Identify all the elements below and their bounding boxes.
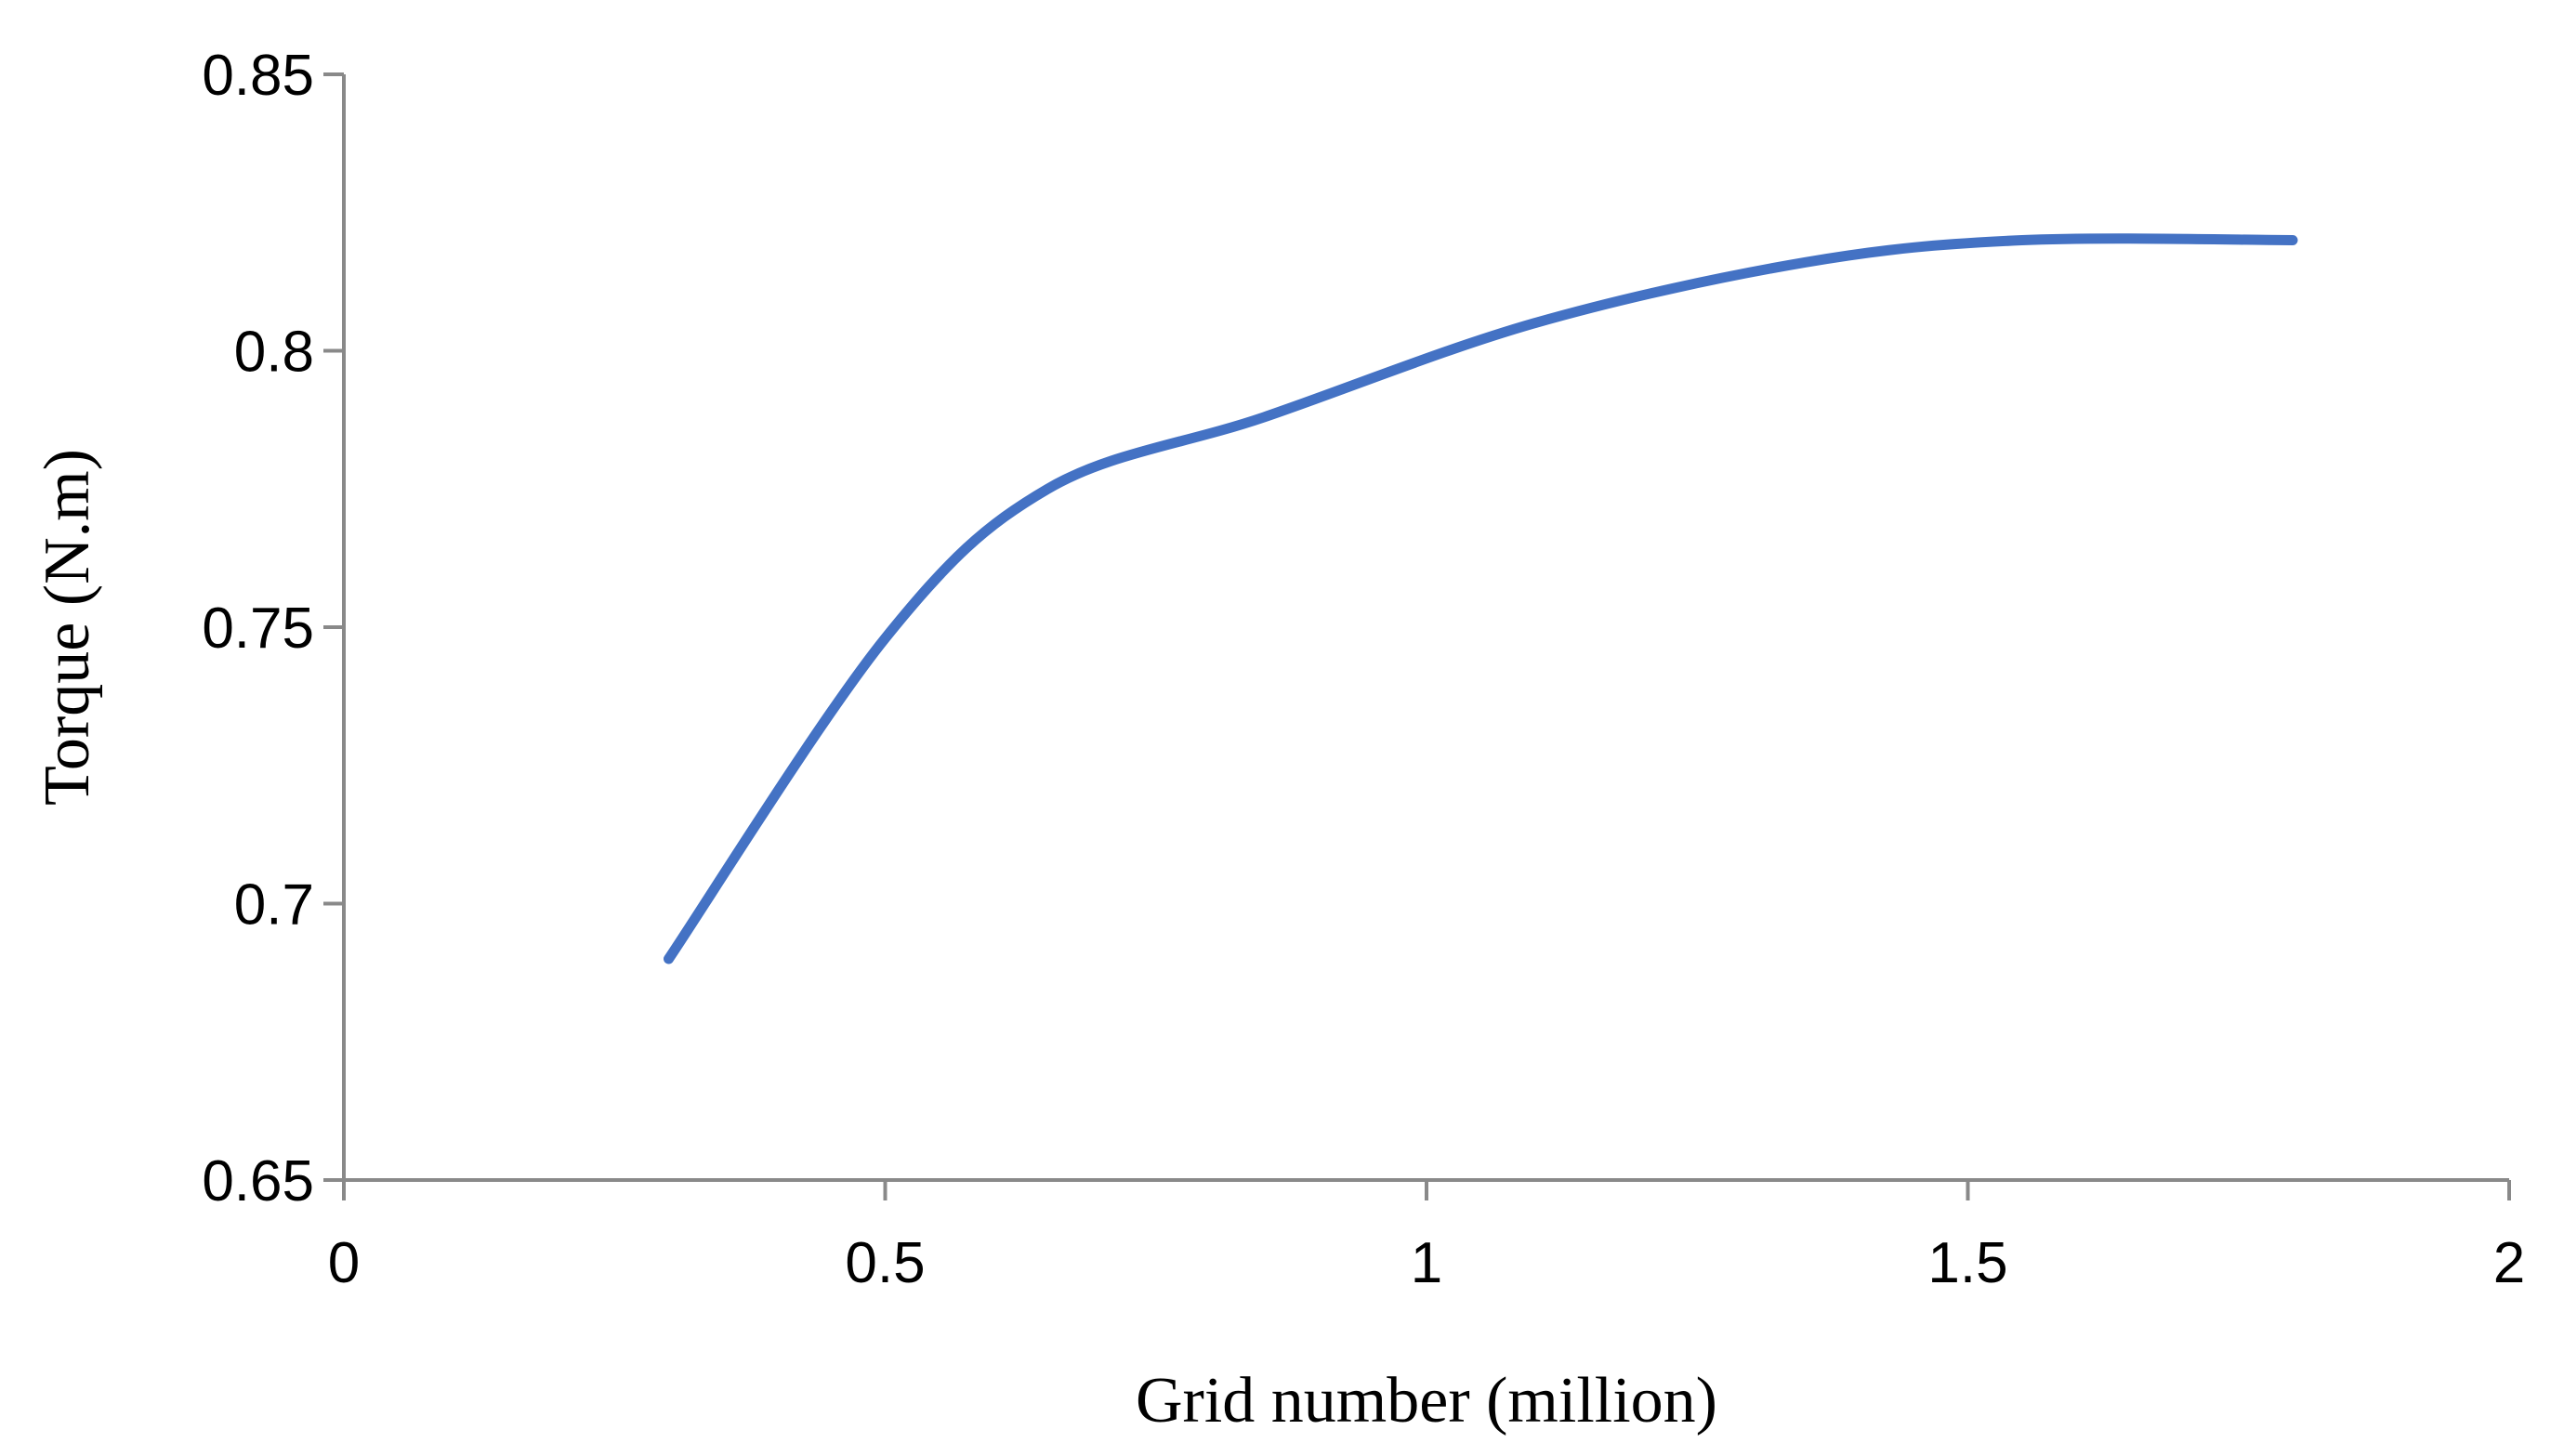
- x-tick-label: 0: [328, 1231, 360, 1295]
- y-tick-label: 0.65: [202, 1149, 314, 1213]
- y-tick-label: 0.7: [234, 873, 314, 938]
- series-line: [664, 233, 2298, 964]
- x-tick-label: 1.5: [1927, 1231, 2007, 1295]
- y-ticks: 0.65 0.7 0.75 0.8 0.85: [202, 44, 344, 1213]
- x-tick-label: 0.5: [845, 1231, 925, 1295]
- y-tick-label: 0.75: [202, 597, 314, 661]
- x-ticks: 0 0.5 1 1.5 2: [328, 1180, 2525, 1295]
- y-tick-label: 0.85: [202, 44, 314, 108]
- x-tick-label: 2: [2493, 1231, 2525, 1295]
- x-axis-title: Grid number (million): [1136, 1365, 1717, 1436]
- x-tick-label: 1: [1411, 1231, 1442, 1295]
- y-tick-label: 0.8: [234, 321, 314, 385]
- y-axis-title: Torque (N.m): [32, 449, 103, 806]
- series-layer: [664, 233, 2298, 964]
